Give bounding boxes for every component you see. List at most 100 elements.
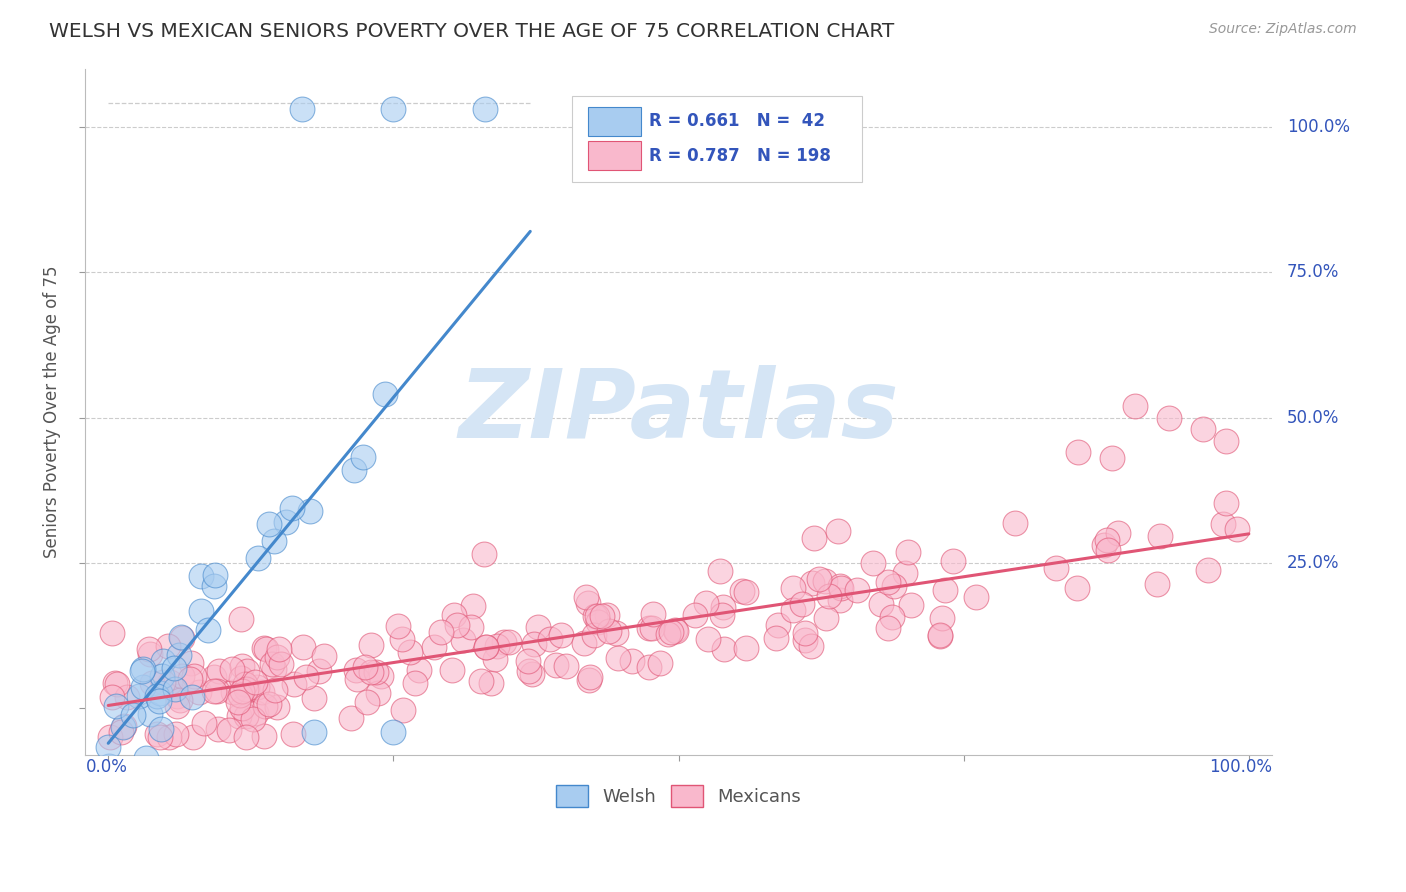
Point (302, 691, 325, 706)
Point (283, 677, 305, 691)
Point (538, 632, 561, 646)
Point (941, 553, 963, 567)
Point (122, 708, 145, 723)
Point (259, 516, 281, 531)
FancyBboxPatch shape (588, 141, 641, 170)
Point (221, 685, 243, 699)
Point (711, 608, 734, 623)
Point (180, 656, 202, 670)
Point (238, 683, 260, 698)
Point (367, 686, 389, 700)
Point (132, 680, 155, 694)
Point (276, 515, 298, 529)
Point (207, 722, 229, 736)
Point (226, 695, 249, 709)
Point (360, 665, 382, 680)
Point (440, 664, 463, 678)
Point (643, 607, 665, 621)
Point (451, 633, 474, 648)
Point (475, 640, 498, 654)
Point (139, 707, 162, 722)
Point (1107, 526, 1129, 541)
Point (605, 625, 627, 640)
Point (598, 624, 620, 639)
Point (242, 712, 264, 726)
Point (1095, 533, 1118, 547)
Point (830, 579, 852, 593)
Point (1004, 516, 1026, 530)
Point (235, 664, 257, 678)
Point (659, 625, 682, 640)
Point (159, 675, 181, 690)
Point (484, 652, 506, 666)
Point (170, 630, 193, 644)
Point (104, 675, 127, 690)
Text: 100.0%: 100.0% (1286, 118, 1350, 136)
Point (894, 566, 917, 580)
Point (235, 681, 257, 696)
Point (170, 631, 193, 645)
Point (929, 628, 952, 642)
Point (266, 700, 288, 714)
Point (391, 703, 413, 717)
Point (342, 462, 364, 476)
Point (486, 640, 509, 654)
Point (352, 450, 374, 465)
Point (208, 665, 231, 679)
Point (583, 628, 606, 642)
Point (896, 545, 918, 559)
Point (149, 686, 172, 700)
Point (281, 727, 304, 741)
Point (801, 576, 824, 591)
Point (229, 612, 252, 626)
Text: R = 0.787   N = 198: R = 0.787 N = 198 (650, 146, 831, 165)
Point (228, 709, 250, 723)
Point (591, 608, 613, 623)
Point (527, 620, 550, 634)
Point (794, 632, 817, 647)
Point (231, 683, 253, 698)
Point (183, 669, 205, 683)
Point (245, 680, 267, 694)
Point (382, 724, 405, 739)
Point (711, 600, 734, 615)
Point (423, 640, 446, 654)
Point (253, 729, 276, 743)
Point (1067, 445, 1090, 459)
Point (141, 675, 163, 690)
Point (934, 582, 956, 597)
Point (546, 657, 568, 672)
Point (845, 583, 868, 598)
Text: R = 0.661   N =  42: R = 0.661 N = 42 (650, 112, 825, 130)
Point (554, 658, 576, 673)
Point (579, 670, 602, 684)
Point (299, 504, 322, 518)
Point (263, 683, 285, 698)
Point (157, 731, 180, 745)
Point (664, 623, 686, 637)
Point (793, 626, 815, 640)
Point (146, 727, 169, 741)
Point (254, 698, 277, 713)
Point (596, 608, 619, 623)
Point (218, 723, 240, 738)
Point (404, 676, 426, 690)
Point (132, 662, 155, 676)
Point (149, 722, 172, 736)
Point (443, 607, 465, 622)
Point (257, 697, 280, 711)
Point (260, 657, 283, 672)
Point (344, 663, 367, 677)
Point (498, 634, 520, 648)
Point (446, 618, 468, 632)
Point (870, 598, 893, 612)
Point (245, 706, 267, 721)
Point (291, 102, 314, 116)
Point (550, 628, 572, 642)
Point (461, 599, 484, 613)
Point (815, 610, 838, 624)
Point (648, 656, 671, 670)
Point (1045, 560, 1067, 574)
Point (157, 639, 180, 653)
Point (766, 617, 789, 632)
